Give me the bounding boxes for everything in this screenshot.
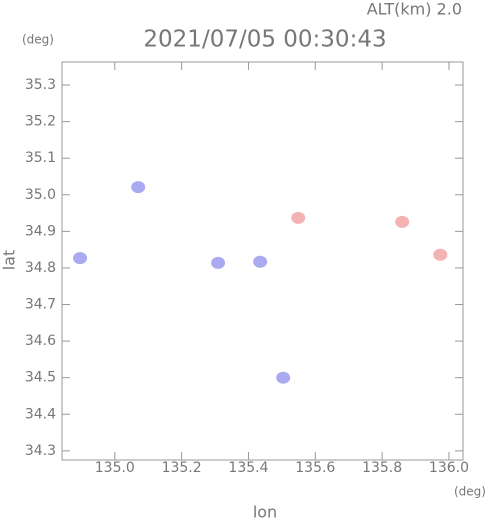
y-tick-label: 34.4 (25, 406, 56, 422)
x-tick-label: 135.2 (162, 460, 202, 476)
y-tick-label: 35.3 (25, 77, 56, 93)
y-tick-label: 34.7 (25, 297, 56, 313)
y-tick-label: 35.2 (25, 114, 56, 130)
echo-patch (73, 252, 88, 265)
y-tick-label: 34.6 (25, 333, 56, 349)
echo-patch (253, 255, 268, 268)
x-tick-label: 136.0 (429, 460, 469, 476)
echo-patch (291, 211, 306, 224)
y-tick-label: 34.3 (25, 443, 56, 459)
echo-patch (433, 248, 448, 261)
echo-patch (395, 215, 410, 228)
chart-title: 2021/07/05 00:30:43 (143, 27, 386, 53)
plot-frame (61, 61, 464, 461)
echo-patch (276, 371, 291, 384)
echo-patch (211, 256, 226, 269)
echo-patch (131, 181, 146, 194)
y-tick-label: 34.8 (25, 260, 56, 276)
y-tick-label: 35.0 (25, 187, 56, 203)
subtitle: ALT(km) 2.0 (367, 0, 462, 19)
x-tick-label: 135.0 (95, 460, 135, 476)
x-tick-label: 135.4 (228, 460, 268, 476)
y-tick-label: 34.5 (25, 370, 56, 386)
y-tick-label: 35.1 (25, 150, 56, 166)
x-tick-label: 135.8 (362, 460, 402, 476)
x-unit: (deg) (454, 485, 486, 499)
x-tick-label: 135.6 (295, 460, 335, 476)
y-unit: (deg) (22, 33, 54, 47)
y-tick-label: 34.9 (25, 223, 56, 239)
x-axis-label: lon (253, 503, 277, 521)
y-axis-label: lat (0, 250, 19, 271)
